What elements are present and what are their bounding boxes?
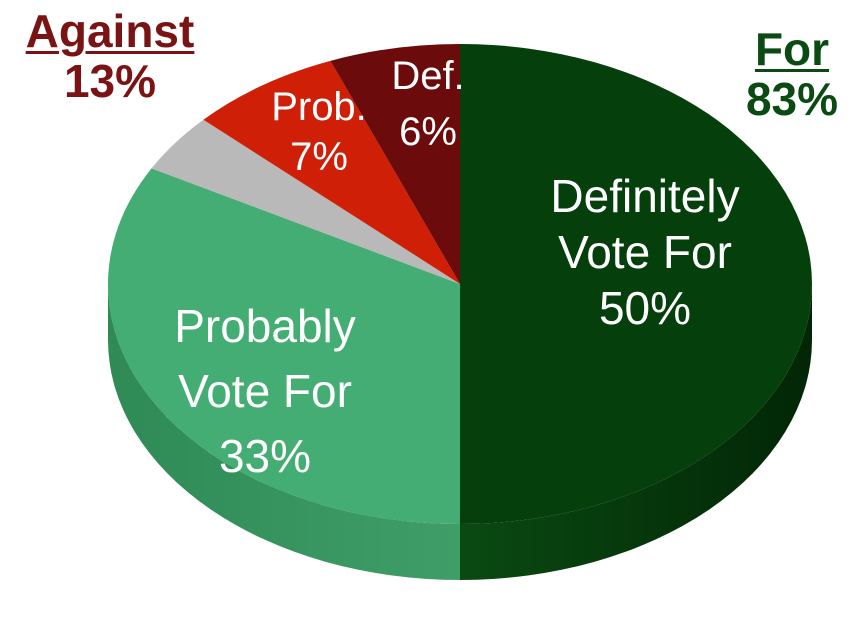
pie-top: [107, 44, 812, 524]
slice-label-definitely-against: Def. 6%: [368, 48, 488, 160]
slice-value: 6%: [399, 110, 457, 154]
pie-slice-def_for: [460, 44, 812, 524]
pie-side-def_for: [460, 284, 812, 580]
for-title: For: [754, 23, 830, 75]
slice-label-probably-against: Prob. 7%: [254, 82, 384, 182]
pie-sides: [108, 284, 812, 580]
against-group-label: Against 13%: [6, 6, 214, 106]
against-title: Against: [25, 5, 195, 57]
pie-side-prob_for: [108, 284, 460, 580]
pie-slice-prob_for: [107, 168, 460, 524]
slice-label-line: Def.: [391, 54, 465, 98]
against-value: 13%: [63, 55, 157, 107]
slice-label-line: Vote For: [178, 365, 352, 417]
pie-slice-def_against: [330, 44, 460, 284]
slice-label-line: Probably: [174, 300, 356, 352]
slice-label-probably-for: Probably Vote For 33%: [140, 294, 390, 489]
slice-value: 7%: [290, 135, 348, 179]
pie-slice-prob_against: [203, 60, 460, 285]
slice-value: 50%: [598, 282, 692, 334]
for-value: 83%: [745, 73, 839, 125]
slice-label-line: Definitely: [550, 170, 740, 222]
slice-label-line: Prob.: [271, 85, 367, 129]
slice-label-definitely-for: Definitely Vote For 50%: [520, 168, 770, 336]
slice-label-line: Vote For: [558, 226, 732, 278]
slice-value: 33%: [218, 430, 312, 482]
for-group-label: For 83%: [738, 24, 846, 124]
pie-slice-undecided: [151, 119, 461, 284]
